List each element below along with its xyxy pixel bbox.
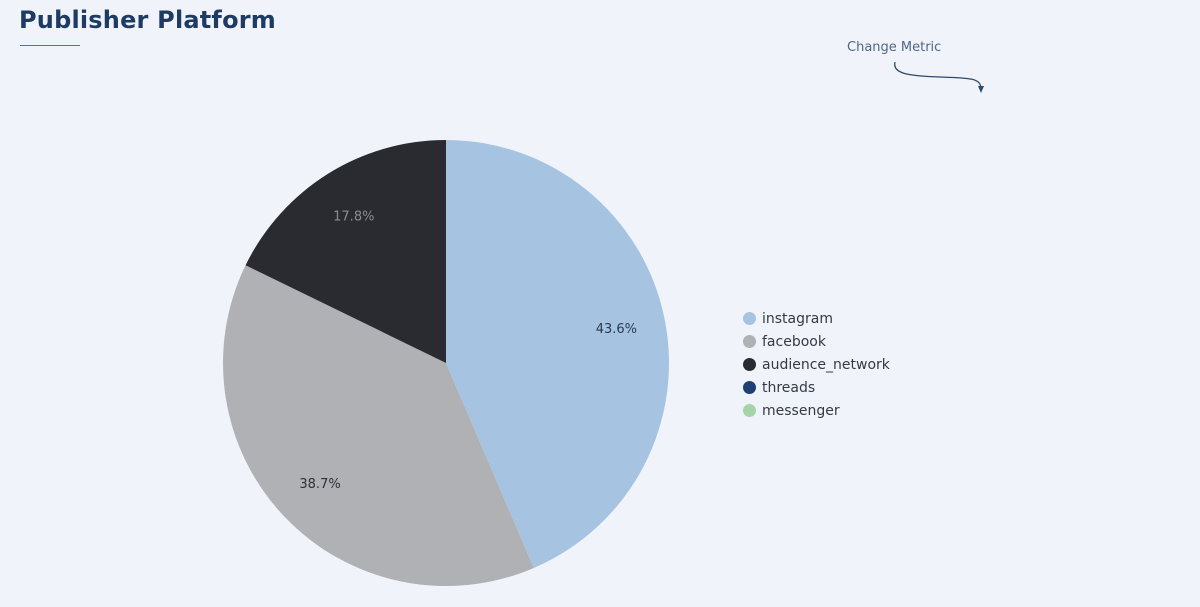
pie-slice-instagram[interactable] (446, 140, 670, 568)
legend-label: audience_network (762, 356, 890, 373)
pie-chart: 43.6% 38.7% 17.8% (222, 140, 670, 587)
legend-label: facebook (762, 333, 826, 350)
chart-legend: instagram facebook audience_network thre… (743, 307, 890, 422)
pie-slice-audience_network[interactable] (245, 140, 446, 363)
legend-item-audience-network[interactable]: audience_network (743, 353, 890, 376)
legend-item-instagram[interactable]: instagram (743, 307, 890, 330)
slice-percent-label: 43.6% (596, 322, 637, 337)
legend-dot-icon (743, 381, 756, 394)
legend-dot-icon (743, 358, 756, 371)
curved-arrow-icon (894, 61, 984, 93)
legend-label: threads (762, 379, 816, 396)
legend-item-threads[interactable]: threads (743, 376, 890, 399)
legend-dot-icon (743, 312, 756, 325)
legend-label: instagram (762, 310, 833, 327)
page-title: Publisher Platform (19, 6, 277, 34)
slice-percent-label: 17.8% (333, 210, 374, 225)
pie-slice-facebook[interactable] (222, 265, 534, 587)
legend-item-facebook[interactable]: facebook (743, 330, 890, 353)
legend-dot-icon (743, 404, 756, 417)
legend-dot-icon (743, 335, 756, 348)
slice-percent-label: 38.7% (299, 477, 340, 492)
legend-item-messenger[interactable]: messenger (743, 399, 890, 422)
title-underline (20, 45, 80, 46)
legend-label: messenger (762, 402, 840, 419)
change-metric-button[interactable]: Change Metric (847, 40, 942, 55)
